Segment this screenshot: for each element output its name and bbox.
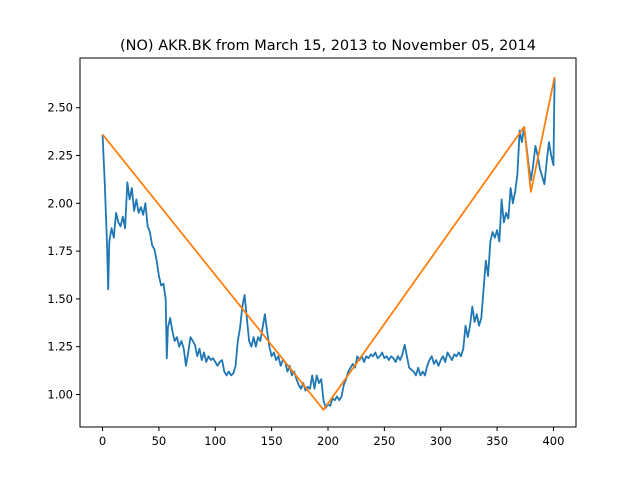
series-layer bbox=[101, 76, 556, 411]
y-axis: 1.00 1.25 1.50 1.75 2.00 2.25 2.50 bbox=[47, 101, 80, 401]
x-tick-label: 300 bbox=[430, 434, 452, 448]
x-tick-label: 250 bbox=[373, 434, 395, 448]
y-tick-label: 2.25 bbox=[47, 149, 73, 163]
x-tick-label: 50 bbox=[152, 434, 167, 448]
plot-frame bbox=[79, 57, 577, 428]
series-line-2 bbox=[101, 76, 556, 411]
x-tick-label: 350 bbox=[486, 434, 508, 448]
y-tick-label: 2.00 bbox=[47, 196, 73, 210]
y-tick-label: 1.25 bbox=[47, 340, 73, 354]
y-tick-label: 1.00 bbox=[47, 387, 73, 401]
series-line-1 bbox=[101, 77, 556, 409]
x-tick-label: 150 bbox=[261, 434, 283, 448]
x-axis: 0 50 100 150 200 250 300 350 400 bbox=[99, 427, 564, 448]
y-tick-label: 1.75 bbox=[47, 244, 73, 258]
y-tick-label: 2.50 bbox=[47, 101, 73, 115]
y-tick-label: 1.50 bbox=[47, 292, 73, 306]
x-tick-label: 200 bbox=[317, 434, 339, 448]
x-tick-label: 100 bbox=[204, 434, 226, 448]
x-tick-label: 400 bbox=[542, 434, 564, 448]
chart-title: (NO) AKR.BK from March 15, 2013 to Novem… bbox=[120, 38, 536, 54]
x-tick-label: 0 bbox=[99, 434, 106, 448]
